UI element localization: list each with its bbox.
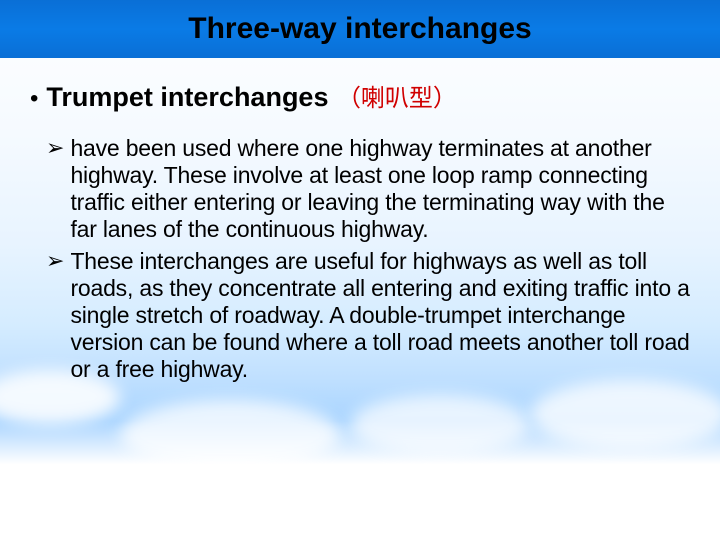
subtitle-row: • Trumpet interchanges （喇叭型） xyxy=(30,78,690,113)
slide-header: Three-way interchanges xyxy=(0,0,720,58)
slide: Three-way interchanges • Trumpet interch… xyxy=(0,0,720,540)
body-item: ➢ have been used where one highway termi… xyxy=(46,135,690,244)
body-text: have been used where one highway termina… xyxy=(70,135,690,244)
cloud-decor xyxy=(530,380,720,450)
subtitle-cn: （喇叭型） xyxy=(337,85,457,112)
subtitle-text: Trumpet interchanges xyxy=(46,82,328,112)
body-item: ➢ These interchanges are useful for high… xyxy=(46,248,690,384)
cloud-decor xyxy=(120,400,340,470)
bullet-icon: • xyxy=(30,87,38,111)
arrow-icon: ➢ xyxy=(46,135,64,161)
slide-content: • Trumpet interchanges （喇叭型） ➢ have been… xyxy=(30,78,690,387)
arrow-icon: ➢ xyxy=(46,248,64,274)
body-block: ➢ have been used where one highway termi… xyxy=(46,135,690,383)
body-text: These interchanges are useful for highwa… xyxy=(70,248,690,384)
cloud-decor xyxy=(350,395,530,455)
slide-title: Three-way interchanges xyxy=(188,12,531,46)
